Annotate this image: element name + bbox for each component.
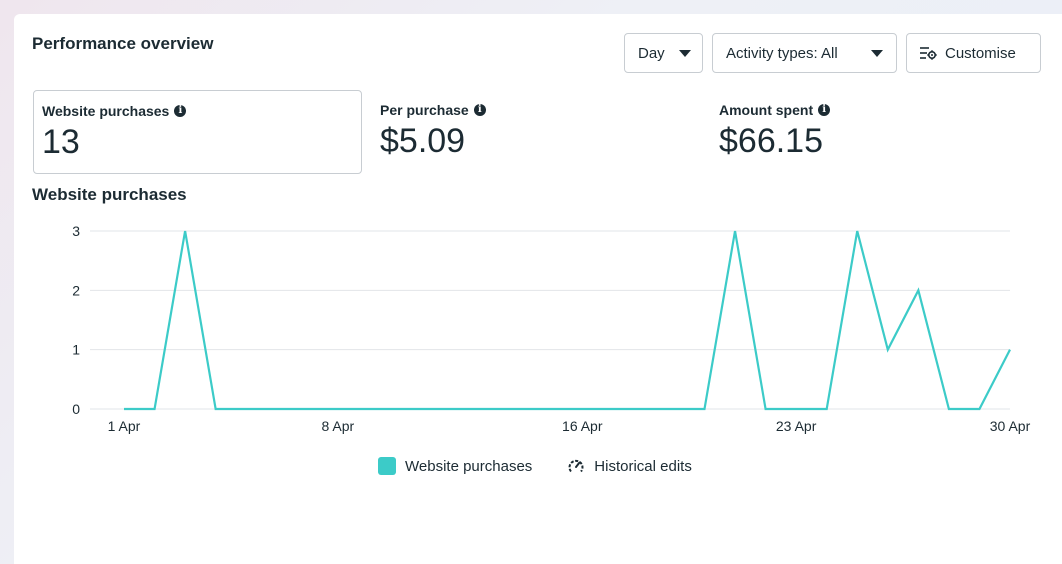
- customise-label: Customise: [945, 44, 1016, 62]
- customise-button[interactable]: Customise: [906, 33, 1041, 73]
- day-dropdown[interactable]: Day: [624, 33, 703, 73]
- metric-amount-spent[interactable]: Amount spent i $66.15: [711, 90, 1031, 174]
- performance-overview-card: Performance overview Day Activity types:…: [14, 14, 1062, 564]
- columns-settings-icon: [920, 47, 937, 60]
- x-tick-label: 23 Apr: [776, 418, 817, 434]
- activity-types-label: Activity types: All: [726, 44, 838, 62]
- y-tick-label: 2: [72, 282, 80, 298]
- legend-label: Historical edits: [594, 457, 692, 475]
- caret-down-icon: [871, 49, 883, 57]
- activity-types-dropdown[interactable]: Activity types: All: [712, 33, 897, 73]
- metric-label: Amount spent: [719, 102, 814, 118]
- teal-square-icon: [378, 457, 396, 475]
- y-tick-label: 3: [72, 223, 80, 239]
- info-icon[interactable]: i: [473, 104, 486, 116]
- info-icon[interactable]: i: [174, 105, 187, 117]
- metric-value: $66.15: [719, 122, 823, 160]
- day-dropdown-label: Day: [638, 44, 665, 62]
- metric-website-purchases[interactable]: Website purchases i 13: [33, 90, 362, 174]
- metric-value: $5.09: [380, 122, 466, 160]
- x-tick-label: 30 Apr: [990, 418, 1031, 434]
- toolbar: Day Activity types: All Customise: [624, 33, 1041, 73]
- series-line-website-purchases: [124, 230, 1011, 411]
- legend-label: Website purchases: [405, 457, 533, 475]
- website-purchases-line-chart: 0 1 2 3 1 Apr 8 Apr 16 Apr 23 Apr 30 Apr: [72, 223, 1031, 434]
- metric-value: 13: [42, 123, 80, 161]
- card-title: Performance overview: [32, 34, 214, 53]
- legend-item-historical-edits[interactable]: Historical edits: [567, 457, 692, 475]
- gauge-icon: [568, 459, 584, 473]
- metric-per-purchase[interactable]: Per purchase i $5.09: [372, 90, 692, 174]
- y-tick-label: 1: [72, 342, 80, 358]
- x-tick-label: 1 Apr: [108, 418, 141, 434]
- metric-label: Per purchase: [380, 102, 469, 118]
- info-icon[interactable]: i: [818, 104, 831, 116]
- legend-item-website-purchases[interactable]: Website purchases: [378, 457, 532, 475]
- chart-legend: Website purchases Historical edits: [378, 457, 727, 475]
- x-tick-label: 8 Apr: [322, 418, 355, 434]
- x-tick-label: 16 Apr: [562, 418, 603, 434]
- chart-title: Website purchases: [32, 185, 187, 204]
- metric-label: Website purchases: [42, 103, 170, 119]
- caret-down-icon: [678, 49, 691, 57]
- y-tick-label: 0: [72, 401, 80, 417]
